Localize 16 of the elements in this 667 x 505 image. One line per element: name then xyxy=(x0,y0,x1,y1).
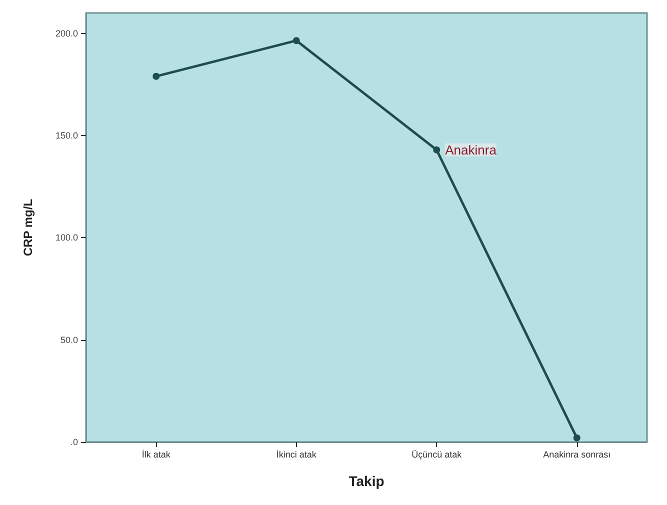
x-tick-label: İkinci atak xyxy=(276,450,317,460)
y-tick-label: 100.0 xyxy=(55,232,78,243)
y-axis-title: CRP mg/L xyxy=(21,198,35,256)
y-tick-label: .0 xyxy=(70,437,78,447)
point xyxy=(573,434,580,442)
y-tick-label: 150.0 xyxy=(55,130,78,141)
x-tick-label: Üçüncü atak xyxy=(412,450,462,460)
x-tick-label: İlk atak xyxy=(142,450,171,460)
point xyxy=(152,72,160,80)
series-label: Anakinra xyxy=(445,142,498,158)
y-tick-label: 50.0 xyxy=(60,334,78,345)
x-axis-title: Takip xyxy=(348,473,384,489)
point xyxy=(433,146,440,154)
x-tick-label: Anakinra sonrası xyxy=(543,450,611,460)
y-tick-label: 200.0 xyxy=(55,28,78,38)
point xyxy=(292,37,300,44)
